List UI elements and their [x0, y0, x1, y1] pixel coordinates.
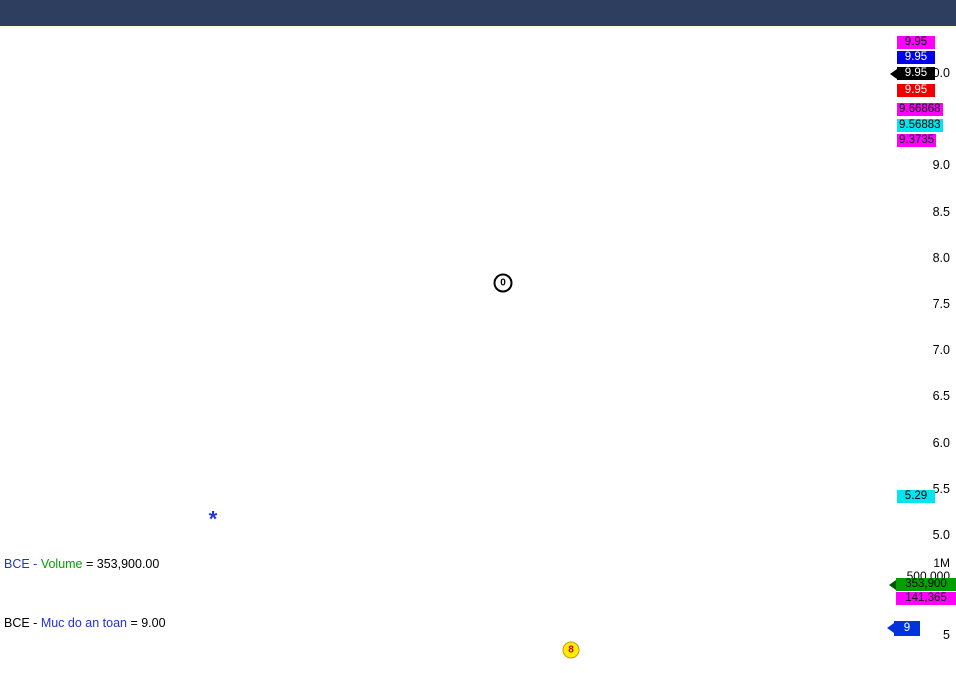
- volume-current-tag: 353,900: [889, 578, 956, 591]
- safety-title-segment: BCE -: [4, 616, 41, 630]
- safety-current-tag: 9: [887, 621, 920, 636]
- volume-title: BCE - Volume = 353,900.00: [4, 557, 160, 571]
- safety-title-segment: Muc do an toan: [40, 616, 127, 630]
- price-tag-label: 9.95: [897, 51, 935, 64]
- volume-title-segment: Volume: [40, 557, 83, 571]
- safety-tick-label: 5: [943, 628, 950, 642]
- price-tag-label: 9.95: [890, 67, 935, 80]
- safety-title-segment: = 9.00: [126, 616, 166, 630]
- price-tag-label: 9.3735: [897, 134, 937, 147]
- price-tick-label: 9.0: [932, 158, 950, 173]
- price-tag-label: 9.95: [897, 84, 935, 97]
- price-tick-label: 5.0: [932, 528, 950, 542]
- volume-tick-1m: 1M: [933, 556, 950, 570]
- price-tag-label: 9.66868: [897, 103, 943, 116]
- price-tick-label: 7.5: [932, 297, 950, 311]
- safety-title: BCE - Muc do an toan = 9.00: [4, 616, 166, 630]
- volume-title-segment: = 353,900.00: [82, 557, 160, 571]
- tag-arrow-icon: [889, 580, 896, 590]
- asterisk-icon: *: [208, 506, 218, 532]
- price-tag-label: 9.95: [897, 36, 935, 49]
- volume-avg-tag: 141,365: [896, 592, 956, 605]
- price-tick-label: 7.0: [932, 343, 950, 358]
- tag-arrow-icon: [887, 623, 894, 633]
- price-tick-label: 5.5: [932, 481, 950, 496]
- chart-title: [3, 29, 893, 45]
- tab-bar: [0, 0, 956, 26]
- price-tick-label: 6.0: [932, 435, 950, 450]
- price-tick-label: 8.0: [932, 250, 950, 265]
- price-tag-label: 5.29: [897, 490, 935, 503]
- tabbar-divider: [0, 26, 956, 28]
- price-tick-label: 8.5: [932, 204, 950, 219]
- safety-badge-8: 8: [562, 641, 580, 659]
- circle-zero-icon: 0: [493, 273, 513, 293]
- price-tick-label: 6.5: [932, 389, 950, 404]
- price-arrow-icon: [890, 69, 897, 79]
- volume-title-segment: BCE -: [4, 557, 41, 571]
- price-tag-label: 9.56883: [897, 119, 943, 132]
